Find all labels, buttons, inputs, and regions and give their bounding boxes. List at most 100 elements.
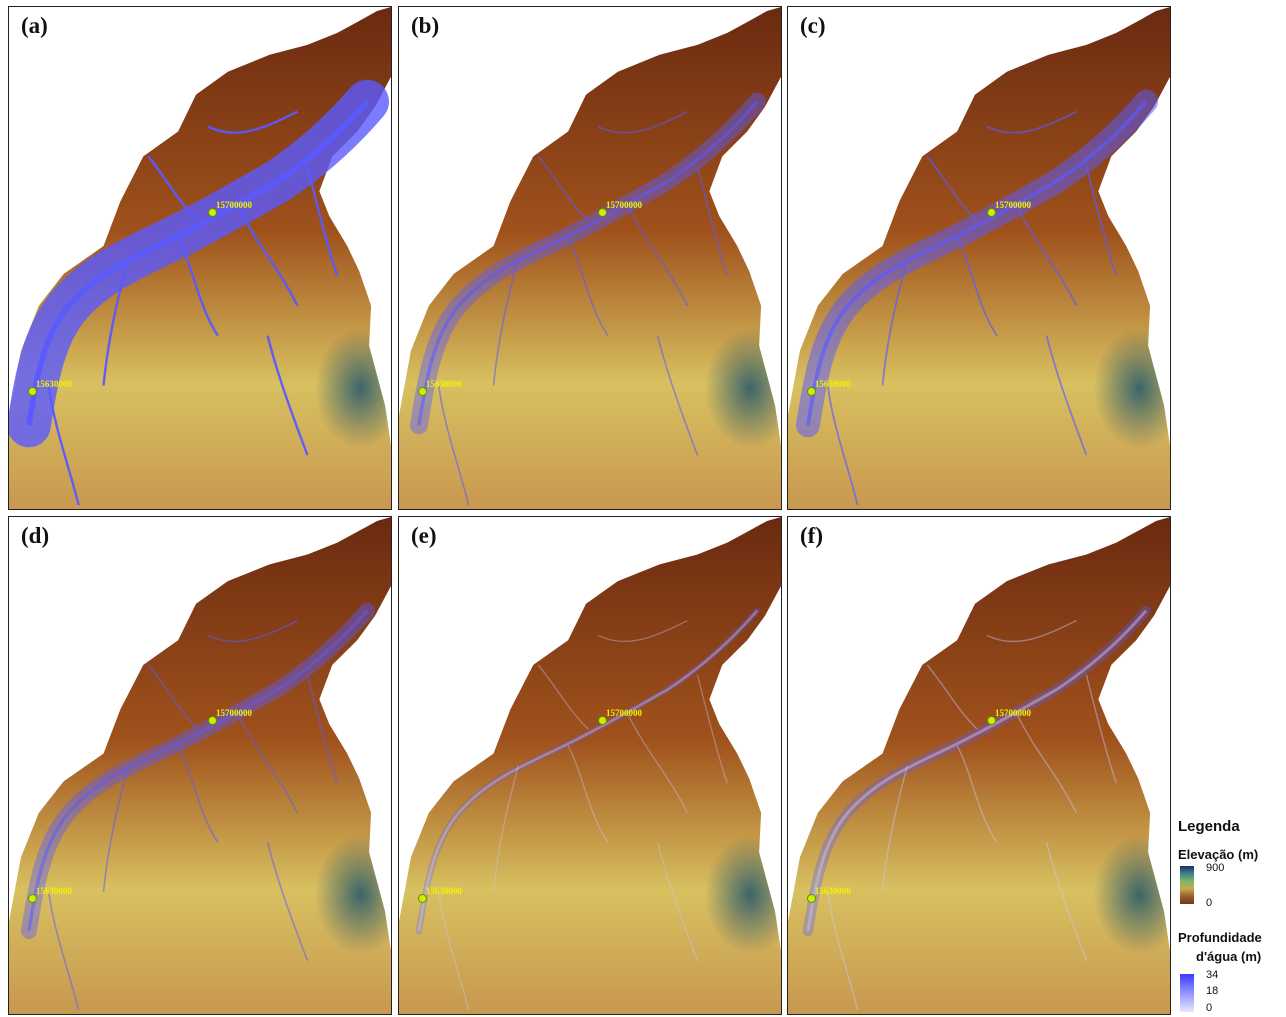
tributary [881,257,909,386]
tributary [826,385,859,506]
highland-area [788,517,1170,1014]
highland-area [399,517,781,1014]
main-river [805,100,1148,426]
elevation-min-label: 0 [1206,897,1213,909]
station-downstream-label: 15700000 [605,708,642,719]
main-river [26,99,370,426]
depth-legend-title-line2: d'água (m) [1196,949,1262,964]
tributary [102,257,130,386]
flooded-area [802,605,1152,937]
station-upstream-label: 15630000 [35,885,72,896]
tributary [236,205,299,307]
panel-label-f: (f) [800,523,823,548]
elevation-color-ramp [1180,866,1194,904]
station-upstream-marker [417,893,427,903]
panel-label-d: (d) [21,523,50,548]
tributary [537,155,589,222]
elevation-max-label: 900 [1206,862,1225,874]
main-river [417,100,759,426]
depth-max-label: 34 [1206,969,1219,981]
station-downstream-marker [986,716,996,726]
map-d [9,517,391,1014]
tributary [48,891,80,1011]
legend: Legenda Elevação (m) 900 0 Profundidade … [1176,814,1284,1014]
tributary [1045,335,1088,456]
tributary [597,619,688,643]
tributary [147,155,199,222]
tributary [177,237,219,337]
station-upstream-label: 15630000 [425,885,462,896]
main-river [417,609,759,932]
tributary [926,664,978,730]
tributary [926,155,978,222]
tributary [207,110,299,134]
tributary [438,891,470,1011]
station-downstream-marker [207,716,217,726]
panel-label-c: (c) [800,13,826,38]
tributary [627,713,689,814]
main-river [806,609,1148,932]
tributary [696,674,728,784]
tributary [102,765,130,892]
station-upstream-marker [27,387,37,397]
tributary [696,166,729,277]
tributary [47,385,80,506]
station-downstream-label: 15700000 [215,708,252,719]
tributary [492,257,520,386]
tributary [627,205,689,307]
panel-label-b: (b) [411,13,440,38]
map-c [788,7,1170,509]
depth-mid-label: 18 [1206,985,1219,997]
map-panel-d: (d) 15630000 15700000 [8,516,392,1015]
station-upstream-label: 15630000 [425,379,462,390]
station-upstream-marker [806,387,816,397]
flooded-area [415,607,761,935]
map-panel-f: (f) 15630000 15700000 [787,516,1171,1015]
tributary [827,891,859,1011]
map-b [399,7,781,509]
tributary [1085,166,1118,277]
depth-legend-title-line1: Profundidade [1178,930,1262,945]
station-downstream-label: 15700000 [994,200,1031,211]
panel-label-a: (a) [21,13,48,38]
map-panel-b: (b) 15630000 15700000 [398,6,782,510]
highland-area [788,7,1170,509]
tributary [1016,713,1078,814]
tributary [438,385,470,506]
elevation-legend-title: Elevação (m) [1178,847,1259,862]
tributary [237,713,299,814]
tributary [1016,205,1078,307]
tributary [147,664,199,730]
main-river [27,609,369,932]
highland-area [9,7,391,509]
tributary [266,842,309,962]
map-f [788,517,1170,1014]
station-upstream-marker [27,893,37,903]
tributary [881,765,909,892]
map-panel-a: (a) 15630000 15700000 [8,6,392,510]
depth-min-label: 0 [1206,1002,1213,1014]
station-downstream-label: 15700000 [215,200,252,211]
map-panel-c: (c) 15630000 15700000 [787,6,1171,510]
tributary [306,166,339,277]
station-upstream-label: 15630000 [814,379,851,390]
tributary [1045,842,1088,961]
map-e [399,517,781,1014]
station-upstream-marker [806,893,816,903]
tributary [492,765,520,892]
tributary [537,664,589,730]
tributary [597,110,688,134]
tributary [657,842,699,961]
station-downstream-label: 15700000 [994,708,1031,719]
tributary [567,237,609,337]
station-downstream-marker [597,208,607,218]
highland-area [9,517,391,1014]
map-a [9,7,391,509]
tributary [956,237,998,337]
panel-label-e: (e) [411,523,437,548]
highland-area [399,7,781,509]
tributary [207,619,298,643]
tributary [986,619,1077,643]
tributary [1085,674,1117,784]
station-downstream-marker [986,208,996,218]
